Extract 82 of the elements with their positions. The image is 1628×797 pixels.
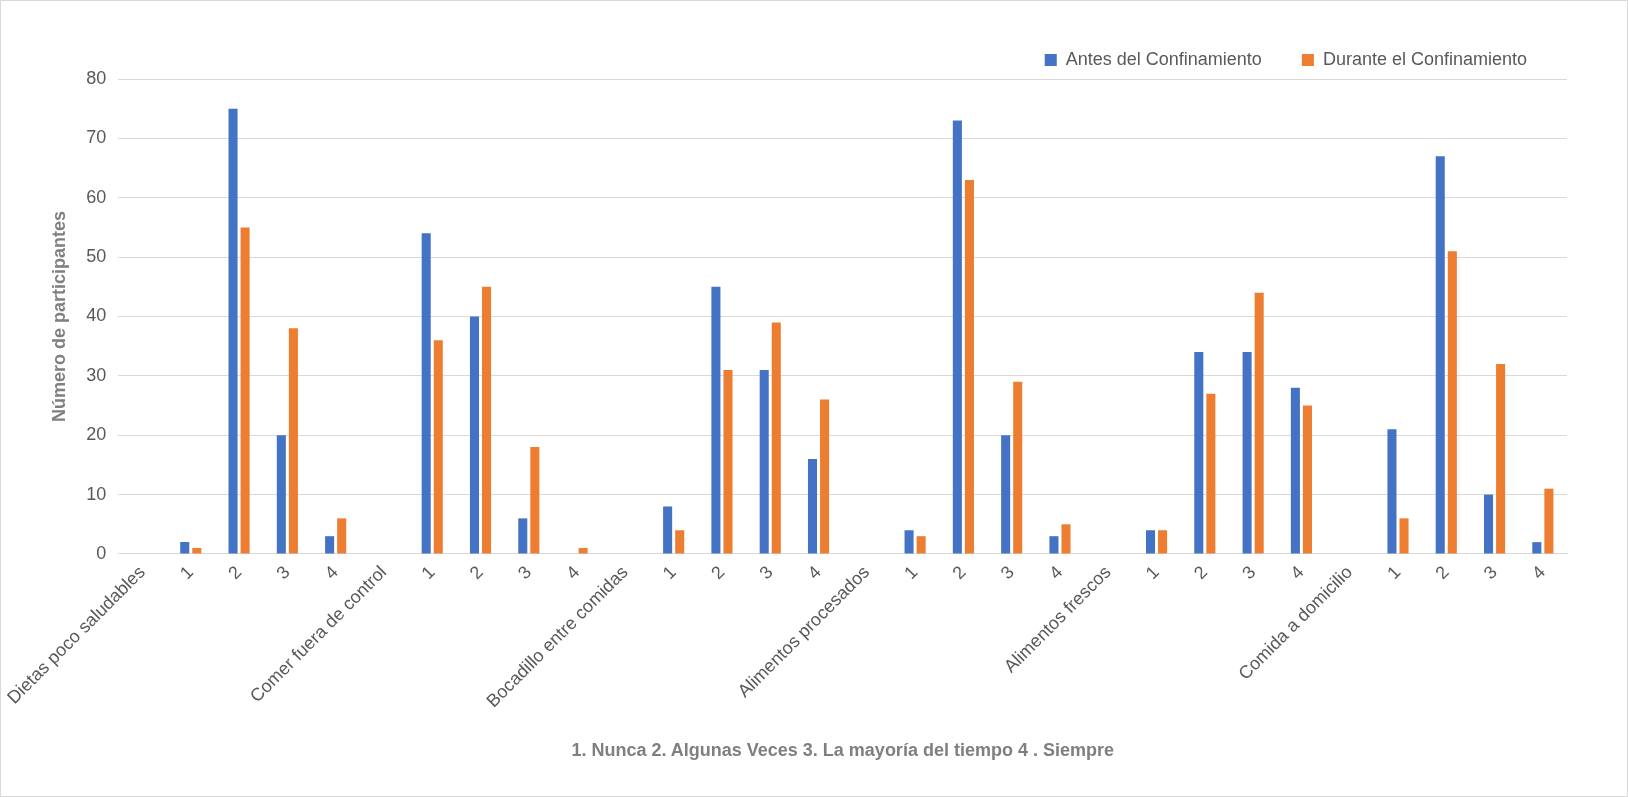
bar xyxy=(288,328,298,554)
bar xyxy=(723,369,733,554)
x-tick-label: 1 xyxy=(417,561,439,584)
x-tick-label: 2 xyxy=(948,561,970,584)
y-tick-label: 60 xyxy=(86,186,107,207)
x-tick-label: 3 xyxy=(513,561,536,584)
bar xyxy=(1254,292,1264,554)
y-tick-label: 0 xyxy=(96,542,107,563)
bar xyxy=(518,518,528,554)
x-tick-label: 1 xyxy=(1141,561,1163,584)
bar xyxy=(952,120,962,554)
bar xyxy=(325,536,335,554)
x-tick-label: 3 xyxy=(272,561,294,584)
bar xyxy=(1532,542,1542,554)
bar xyxy=(904,530,914,554)
bar xyxy=(337,518,347,554)
bar xyxy=(1158,530,1168,554)
x-tick-label: 4 xyxy=(1527,561,1550,584)
x-tick-label: 3 xyxy=(1479,561,1501,584)
bar xyxy=(1484,494,1494,554)
x-tick-label: 3 xyxy=(755,561,777,584)
bar xyxy=(228,108,238,554)
x-tick-label: 3 xyxy=(996,561,1019,584)
x-tick-label: 2 xyxy=(224,561,246,584)
y-tick-label: 20 xyxy=(86,424,107,445)
bar xyxy=(469,316,480,554)
bar xyxy=(711,286,721,554)
bar xyxy=(771,322,781,554)
bar xyxy=(1001,435,1011,554)
x-tick-label: 2 xyxy=(465,561,487,584)
bar xyxy=(578,548,588,554)
legend-label: Antes del Confinamiento xyxy=(1065,48,1262,69)
bar xyxy=(1061,524,1071,554)
bar xyxy=(433,340,443,554)
x-tick-label: 4 xyxy=(562,561,584,584)
y-tick-label: 30 xyxy=(86,364,107,385)
bar xyxy=(759,369,769,554)
x-tick-label: 4 xyxy=(320,561,342,584)
y-tick-label: 40 xyxy=(86,305,107,326)
bar xyxy=(1049,536,1059,554)
x-tick-label: 3 xyxy=(1238,561,1260,584)
y-tick-label: 50 xyxy=(86,246,107,267)
x-tick-label: 2 xyxy=(707,561,729,584)
bar xyxy=(1302,405,1312,554)
bar xyxy=(964,179,974,554)
bar xyxy=(807,459,818,554)
bar xyxy=(421,233,431,554)
bar xyxy=(240,227,250,554)
x-tick-label: 1 xyxy=(175,561,198,584)
bar xyxy=(1194,352,1204,554)
bar xyxy=(675,530,685,554)
y-tick-label: 80 xyxy=(86,67,107,88)
x-tick-label: 1 xyxy=(900,561,922,584)
x-tick-label: 4 xyxy=(1045,561,1067,584)
bar xyxy=(663,506,673,554)
x-tick-label: 2 xyxy=(1189,561,1212,584)
bar xyxy=(1447,251,1457,554)
bar xyxy=(276,435,286,554)
x-tick-label: 1 xyxy=(658,561,681,584)
x-tick-label: 1 xyxy=(1383,561,1405,584)
bar xyxy=(482,286,492,554)
bar xyxy=(1387,429,1397,554)
bar xyxy=(1206,393,1216,554)
bar xyxy=(1544,488,1554,554)
y-axis-title: Número de participantes xyxy=(48,210,69,423)
bar xyxy=(1145,530,1156,554)
legend-label: Durante el Confinamiento xyxy=(1322,48,1528,69)
y-tick-label: 10 xyxy=(86,483,107,504)
bar xyxy=(192,548,202,554)
y-tick-label: 70 xyxy=(86,127,107,148)
bar xyxy=(820,399,830,554)
bar xyxy=(1399,518,1409,554)
bar xyxy=(1242,352,1252,554)
bar xyxy=(180,542,190,554)
bar xyxy=(916,536,926,554)
x-tick-label: 2 xyxy=(1431,561,1453,584)
bar xyxy=(1496,364,1506,554)
bar xyxy=(1013,381,1023,554)
bar xyxy=(1290,387,1300,554)
bar xyxy=(1435,156,1445,554)
bar xyxy=(530,447,540,554)
x-axis-title: 1. Nunca 2. Algunas Veces 3. La mayoría del tiempo 4 . Siempre xyxy=(571,740,1114,761)
